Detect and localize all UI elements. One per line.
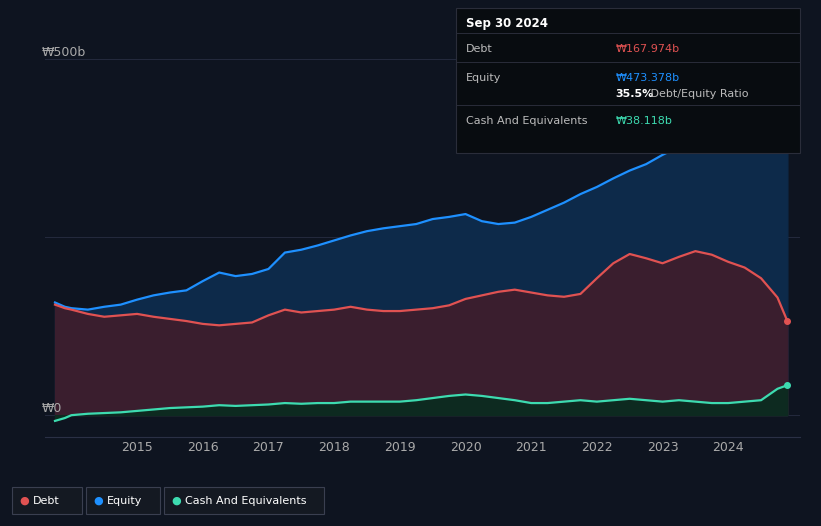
Text: Debt: Debt: [466, 44, 493, 54]
Text: Debt/Equity Ratio: Debt/Equity Ratio: [647, 88, 749, 99]
Text: ₩0: ₩0: [41, 402, 62, 415]
Text: ₩167.974b: ₩167.974b: [616, 44, 680, 54]
Text: 35.5%: 35.5%: [616, 88, 654, 99]
Text: ₩473.378b: ₩473.378b: [616, 73, 680, 83]
Text: Equity: Equity: [466, 73, 501, 83]
Text: Cash And Equivalents: Cash And Equivalents: [185, 495, 306, 506]
Text: Sep 30 2024: Sep 30 2024: [466, 17, 548, 30]
Text: ₩38.118b: ₩38.118b: [616, 116, 672, 126]
Text: ●: ●: [172, 495, 181, 506]
Text: Cash And Equivalents: Cash And Equivalents: [466, 116, 587, 126]
Text: ₩500b: ₩500b: [41, 46, 85, 58]
Text: Equity: Equity: [107, 495, 142, 506]
Text: ●: ●: [20, 495, 30, 506]
Text: Debt: Debt: [33, 495, 60, 506]
Text: ●: ●: [94, 495, 103, 506]
